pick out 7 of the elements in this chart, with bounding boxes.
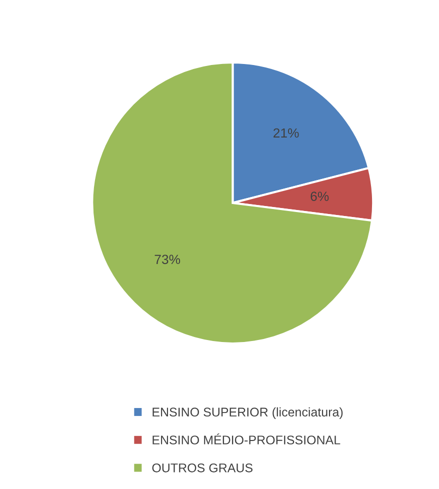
legend-label: OUTROS GRAUS	[152, 463, 252, 472]
legend-label: ENSINO SUPERIOR (licenciatura)	[152, 407, 343, 419]
data-label: 6%	[310, 192, 329, 202]
data-label: 73%	[154, 254, 180, 264]
pie-slice	[91, 61, 374, 344]
legend-label: ENSINO MÉDIO-PROFISSIONAL	[152, 433, 340, 444]
data-label: 21%	[274, 128, 299, 138]
